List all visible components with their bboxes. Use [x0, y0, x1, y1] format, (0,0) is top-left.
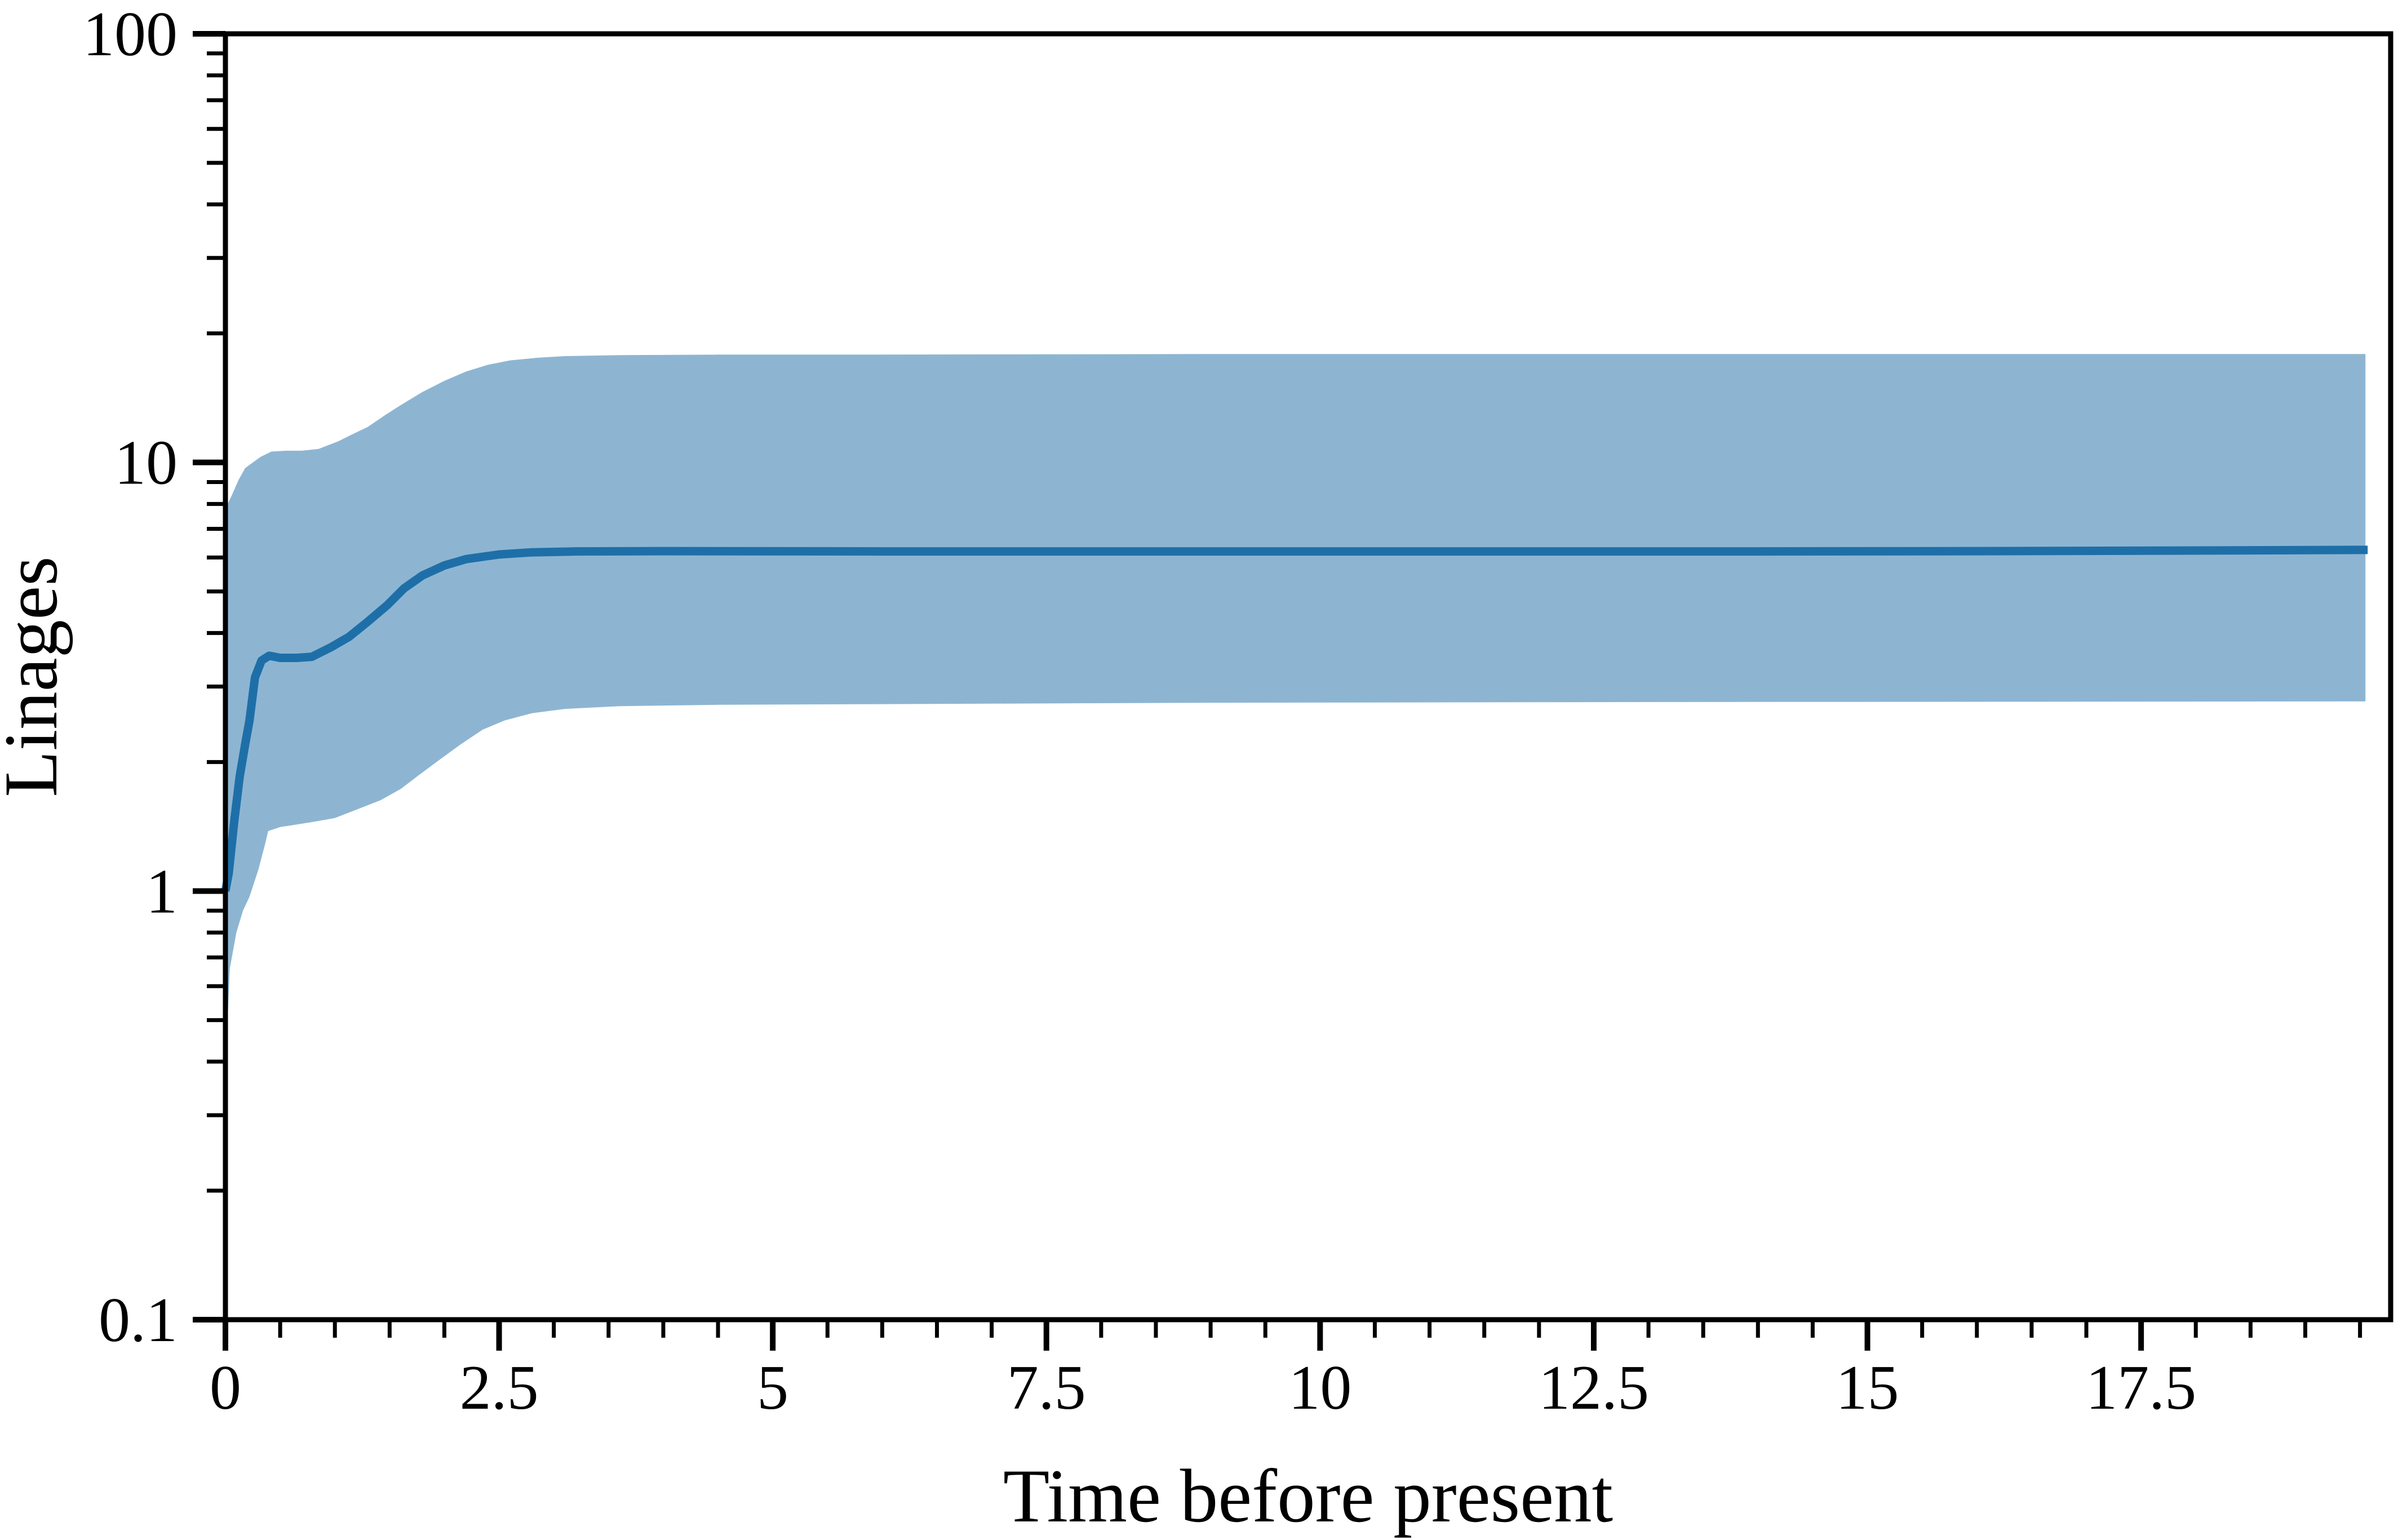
- median-line: [221, 545, 2368, 892]
- x-tick-label: 12.5: [1539, 1353, 1649, 1423]
- x-tick-label: 7.5: [1007, 1353, 1086, 1423]
- x-tick-label: 2.5: [460, 1353, 539, 1423]
- x-tick-label: 10: [1288, 1353, 1351, 1423]
- median-line-layer: [221, 545, 2368, 892]
- x-tick-label: 5: [757, 1353, 788, 1423]
- x-tick-label: 0: [210, 1353, 241, 1423]
- x-tick-label: 15: [1836, 1353, 1899, 1423]
- y-tick-label: 10: [114, 428, 178, 498]
- x-tick-label: 17.5: [2086, 1353, 2196, 1423]
- plot-frame: [223, 31, 2393, 1322]
- ci-band: [225, 354, 2366, 1150]
- axis-layer: [193, 31, 2393, 1351]
- y-tick-label: 100: [83, 0, 178, 69]
- y-axis-title: Linages: [0, 556, 73, 797]
- y-tick-label: 1: [146, 856, 178, 926]
- tick-label-layer: 0 2.5 5 7.5 10 12.5 15 17.5 0.1 1 10 100: [83, 0, 2196, 1423]
- ci-band-layer: [225, 354, 2366, 1150]
- y-tick-label: 0.1: [99, 1285, 178, 1355]
- x-axis-title: Time before present: [1003, 1454, 1613, 1538]
